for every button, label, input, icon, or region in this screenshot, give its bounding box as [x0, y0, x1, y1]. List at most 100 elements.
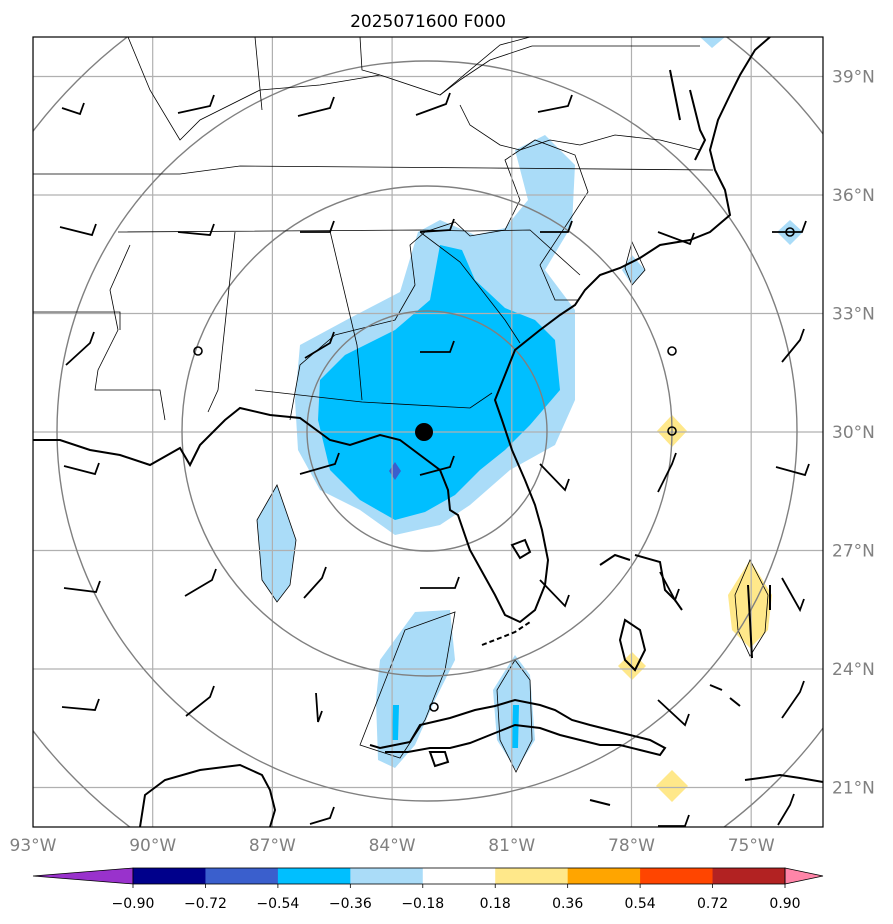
colorbar-outline — [132, 867, 786, 885]
contour-outline-cuba-central — [496, 659, 533, 773]
colorbar-segment — [495, 868, 569, 884]
range-ring-2 — [181, 185, 673, 677]
coastline-hispaniola — [744, 773, 823, 783]
latitude-label: 21°N — [832, 779, 875, 799]
wind-barb — [781, 328, 805, 363]
state-border-in-oh — [359, 37, 381, 76]
wind-barb — [772, 220, 807, 233]
longitude-labels: 93°W 90°W 87°W 84°W 81°W 78°W 75°W — [10, 836, 775, 856]
map-frame — [32, 36, 824, 828]
state-border-ar-la — [33, 311, 121, 330]
wind-barb — [777, 793, 795, 826]
colorbar-label: −0.18 — [401, 896, 444, 912]
wind-barb — [59, 223, 97, 237]
coastlines — [33, 37, 823, 827]
wind-barb — [659, 571, 680, 603]
wind-barb — [300, 220, 335, 233]
wind-barb — [65, 331, 95, 366]
light-blue-region-gulf — [257, 485, 296, 602]
calm-marker — [193, 346, 203, 356]
longitude-label: 93°W — [10, 836, 57, 856]
colorbar-label: −0.36 — [329, 896, 372, 912]
colorbar-segment — [712, 868, 786, 884]
contour-outline-gulf — [256, 484, 297, 603]
blue-spot-cuba-central — [512, 705, 519, 748]
contour-outline-bahamas — [734, 559, 769, 657]
state-border-il-in — [254, 37, 263, 111]
range-ring-3 — [56, 60, 798, 802]
longitude-label: 87°W — [249, 836, 296, 856]
colorbar-label: 0.36 — [552, 896, 583, 912]
contour-lines — [256, 139, 769, 773]
wind-barb — [63, 462, 100, 476]
contour-outline-cuba — [359, 611, 456, 759]
latitude-label: 39°N — [832, 68, 875, 88]
wind-barb — [177, 94, 215, 114]
center-marker — [415, 423, 434, 441]
wind-barb — [63, 580, 101, 593]
state-border-ms-al — [207, 231, 236, 413]
coastline-chesapeake — [669, 69, 707, 161]
latitude-label: 33°N — [832, 305, 875, 325]
colorbar-label: 0.54 — [625, 896, 656, 912]
calm-markers — [193, 227, 795, 712]
wind-barb — [781, 680, 805, 719]
colorbar-segment — [567, 868, 641, 884]
state-borders — [33, 37, 714, 421]
wind-barb — [177, 223, 215, 236]
longitude-label: 78°W — [608, 836, 655, 856]
colorbar-segment — [350, 868, 424, 884]
wind-barb — [657, 231, 695, 246]
wind-barb — [420, 576, 460, 589]
coastline-andros — [618, 618, 647, 672]
wind-barb — [415, 92, 451, 116]
wind-barb — [539, 463, 570, 492]
coastline-jamaica — [589, 799, 611, 806]
wind-barb — [658, 814, 690, 827]
longitude-label: 90°W — [129, 836, 176, 856]
colorbar-segment — [640, 868, 714, 884]
colorbar-label: 0.72 — [697, 896, 728, 912]
calm-marker — [785, 227, 795, 237]
wind-barb — [657, 452, 677, 493]
wind-barb — [419, 455, 455, 476]
coastline-gulf — [33, 37, 771, 624]
coastline-bahamas-north — [599, 553, 683, 611]
light-blue-spot-top — [700, 37, 725, 48]
wind-barb — [61, 102, 85, 116]
wind-barb — [309, 806, 335, 825]
contour-outline-main — [289, 139, 589, 421]
wind-barb — [775, 463, 810, 477]
latitude-label: 30°N — [832, 423, 875, 443]
calm-marker — [667, 346, 677, 356]
colorbar-segment — [133, 868, 206, 884]
wind-barb — [299, 452, 340, 475]
colorbar-label: −0.72 — [184, 896, 227, 912]
coastline-yucatan — [139, 763, 277, 827]
wind-barb — [185, 685, 215, 717]
state-border-ms-river — [94, 244, 166, 421]
lake-okeechobee — [510, 538, 532, 560]
wind-barb — [184, 568, 217, 597]
map-title: 2025071600 F000 — [350, 12, 506, 32]
state-border-wv — [439, 45, 533, 96]
wind-barb — [61, 698, 100, 711]
longitude-label: 84°W — [369, 836, 416, 856]
range-ring-1 — [306, 310, 548, 552]
coastline-florida-keys — [481, 621, 531, 646]
colorbar-label: −0.54 — [256, 896, 299, 912]
wind-barb — [540, 220, 573, 233]
wind-barb — [315, 692, 323, 723]
state-border-tn-north — [33, 165, 714, 175]
wind-barb — [657, 699, 690, 727]
colorbar-segment — [277, 868, 351, 884]
light-blue-region-cuba-west — [376, 610, 455, 768]
state-border-al-ga — [329, 230, 363, 401]
graticule — [33, 37, 823, 827]
blue-spot-cuba-west — [392, 705, 399, 740]
colorbar-extend-max — [784, 867, 824, 885]
coastline-bahamas-east — [709, 584, 771, 707]
colorbar-label: −0.90 — [112, 896, 155, 912]
wind-barbs — [59, 92, 810, 827]
